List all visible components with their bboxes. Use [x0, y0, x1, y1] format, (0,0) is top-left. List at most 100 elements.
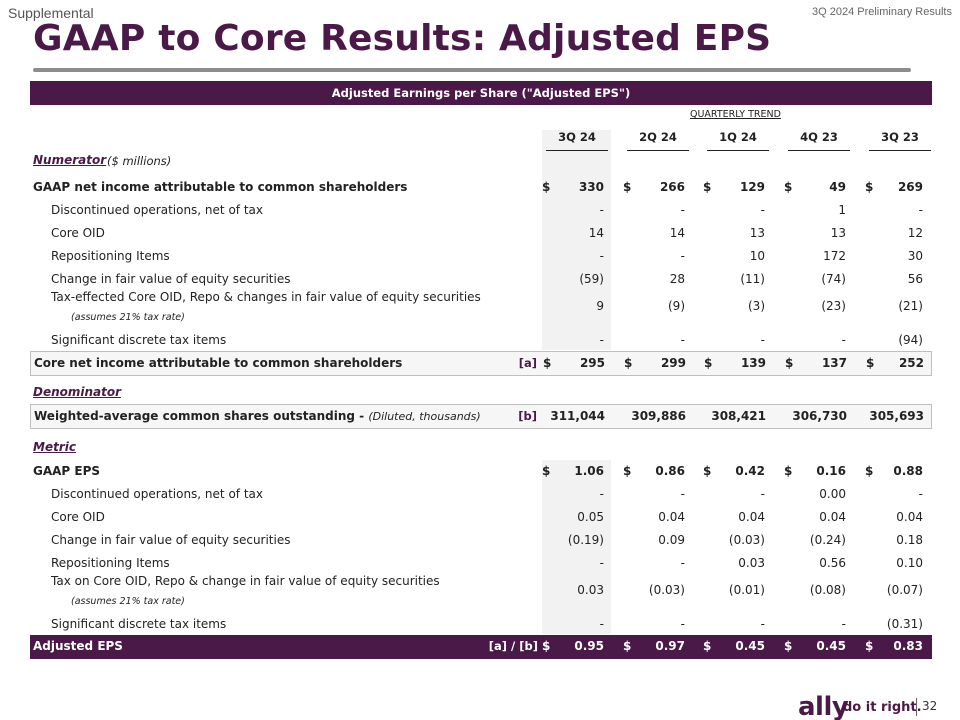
cell-value: - — [760, 203, 765, 217]
cell-value: 1.06 — [574, 464, 604, 478]
cell-value: 0.86 — [655, 464, 685, 478]
cell-value: 139 — [740, 356, 766, 370]
metric-heading: Metric — [33, 440, 76, 454]
cell-value: 311,044 — [550, 409, 605, 423]
cell-value: 172 — [823, 249, 846, 263]
cell-value: 0.10 — [896, 556, 923, 570]
brand-tagline: do it right. — [843, 700, 922, 715]
cell-value: (0.31) — [886, 617, 923, 631]
numerator-unit: ($ millions) — [107, 154, 172, 168]
row-label: Adjusted EPS — [33, 639, 123, 653]
cell-value: (0.03) — [648, 583, 685, 597]
currency-symbol: $ — [865, 464, 874, 478]
cell-value: 0.56 — [819, 556, 846, 570]
cell-value: 12 — [907, 226, 923, 240]
cell-value: 309,886 — [631, 409, 686, 423]
cell-value: 266 — [659, 180, 685, 194]
cell-value: 0.00 — [819, 487, 846, 501]
cell-value: 306,730 — [792, 409, 847, 423]
column-header: 3Q 24 — [546, 130, 608, 151]
currency-symbol: $ — [703, 464, 712, 478]
row-label: Significant discrete tax items — [51, 617, 227, 631]
denominator-heading: Denominator — [33, 385, 122, 399]
table-row: Repositioning Items - - 10 172 30 — [30, 245, 932, 267]
footer-divider — [916, 698, 917, 716]
currency-symbol: $ — [703, 639, 712, 653]
table-row-denominator: Weighted-average common shares outstandi… — [30, 404, 932, 429]
row-footnote: (assumes 21% tax rate) — [71, 596, 185, 607]
table-row: Change in fair value of equity securitie… — [30, 268, 932, 290]
cell-value: 0.09 — [658, 533, 685, 547]
cell-value: 295 — [579, 356, 605, 370]
cell-value: (21) — [898, 299, 923, 313]
cell-value: (0.08) — [809, 583, 846, 597]
row-label: Repositioning Items — [51, 556, 170, 570]
row-label: GAAP EPS — [33, 464, 101, 478]
cell-value: - — [599, 556, 604, 570]
cell-value: 0.95 — [574, 639, 604, 653]
row-label: Core OID — [51, 226, 105, 240]
cell-value: 10 — [749, 249, 765, 263]
report-label: 3Q 2024 Preliminary Results — [811, 6, 952, 18]
table-row: GAAP EPS $1.06 $0.86 $0.42 $0.16 $0.88 — [30, 460, 932, 482]
cell-value: - — [599, 249, 604, 263]
cell-value: 0.03 — [738, 556, 765, 570]
cell-value: 0.18 — [896, 533, 923, 547]
cell-value: 308,421 — [711, 409, 766, 423]
cell-value: 305,693 — [869, 409, 924, 423]
table-row: Significant discrete tax items - - - - (0.31) — [30, 613, 932, 635]
column-header: 3Q 23 — [869, 130, 931, 151]
column-header: 2Q 24 — [627, 130, 689, 151]
cell-value: (0.03) — [728, 533, 765, 547]
cell-value: (74) — [821, 272, 846, 286]
row-label: Core net income attributable to common s… — [34, 356, 403, 370]
table-row: Tax-effected Core OID, Repo & changes in… — [30, 290, 932, 325]
row-label: GAAP net income attributable to common s… — [33, 180, 408, 194]
cell-value: - — [841, 617, 846, 631]
numerator-heading: Numerator — [33, 153, 107, 167]
table-row: GAAP net income attributable to common s… — [30, 176, 932, 198]
cell-value: (11) — [740, 272, 765, 286]
cell-value: 0.45 — [816, 639, 846, 653]
cell-value: 30 — [907, 249, 923, 263]
currency-symbol: $ — [785, 356, 794, 370]
cell-value: 14 — [669, 226, 685, 240]
cell-value: - — [841, 333, 846, 347]
cell-value: 0.03 — [577, 583, 604, 597]
cell-value: 0.42 — [735, 464, 765, 478]
cell-value: - — [760, 487, 765, 501]
cell-value: (94) — [898, 333, 923, 347]
cell-value: (23) — [821, 299, 846, 313]
cell-value: - — [680, 487, 685, 501]
cell-value: - — [760, 617, 765, 631]
column-header: 1Q 24 — [707, 130, 769, 151]
table-row: Discontinued operations, net of tax - - - 0.… — [30, 483, 932, 505]
cell-value: 0.04 — [896, 510, 923, 524]
cell-value: - — [680, 249, 685, 263]
currency-symbol: $ — [542, 180, 551, 194]
row-label: Repositioning Items — [51, 249, 170, 263]
current-quarter-shade — [542, 130, 611, 350]
row-label: Discontinued operations, net of tax — [51, 487, 263, 501]
cell-value: 9 — [596, 299, 604, 313]
cell-value: - — [760, 333, 765, 347]
cell-value: - — [599, 203, 604, 217]
cell-value: 14 — [588, 226, 604, 240]
cell-value: 0.88 — [893, 464, 923, 478]
cell-value: 0.04 — [658, 510, 685, 524]
cell-value: 13 — [749, 226, 765, 240]
table-banner: Adjusted Earnings per Share ("Adjusted E… — [30, 81, 932, 105]
currency-symbol: $ — [865, 639, 874, 653]
cell-value: 56 — [907, 272, 923, 286]
cell-value: 129 — [739, 180, 765, 194]
cell-value: (0.07) — [886, 583, 923, 597]
row-label: Tax on Core OID, Repo & change in fair v… — [51, 574, 440, 588]
currency-symbol: $ — [623, 639, 632, 653]
title-divider — [33, 68, 911, 72]
cell-value: 0.45 — [735, 639, 765, 653]
table-row: Core OID 0.05 0.04 0.04 0.04 0.04 — [30, 506, 932, 528]
table-row: Core OID 14 14 13 13 12 — [30, 222, 932, 244]
table-row: Discontinued operations, net of tax - - - 1 - — [30, 199, 932, 221]
currency-symbol: $ — [543, 356, 552, 370]
cell-value: 49 — [829, 180, 846, 194]
